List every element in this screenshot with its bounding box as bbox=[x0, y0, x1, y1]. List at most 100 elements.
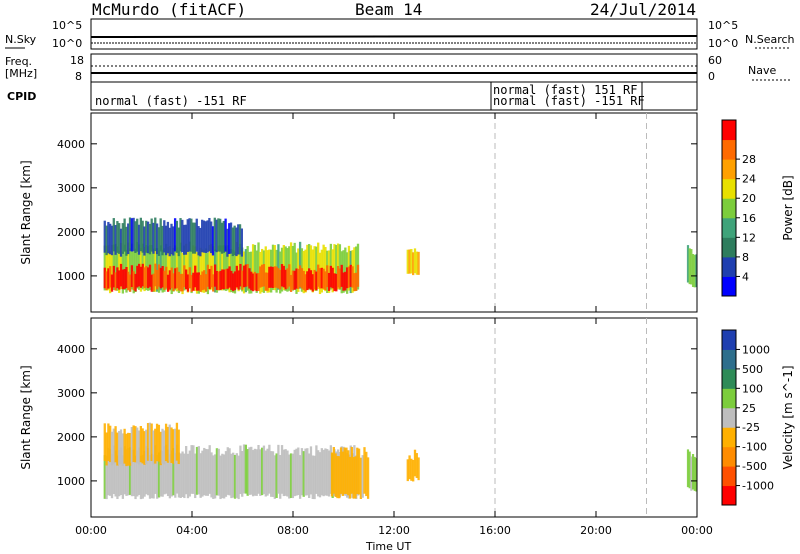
data-cell bbox=[210, 452, 213, 498]
data-cell bbox=[202, 220, 206, 253]
data-cell bbox=[338, 268, 342, 289]
data-cell bbox=[194, 265, 197, 288]
data-cell bbox=[114, 243, 117, 290]
data-cell bbox=[246, 449, 249, 496]
data-cell bbox=[309, 245, 313, 291]
data-cell bbox=[297, 447, 300, 496]
data-cell bbox=[103, 455, 106, 499]
data-cell bbox=[177, 452, 181, 498]
data-cell bbox=[172, 226, 175, 256]
y-tick-label: 4000 bbox=[57, 343, 85, 356]
data-cell bbox=[318, 452, 322, 498]
data-cell bbox=[139, 217, 142, 252]
data-cell bbox=[221, 245, 224, 291]
data-cell bbox=[326, 449, 329, 496]
data-cell bbox=[192, 222, 195, 254]
data-cell bbox=[183, 265, 186, 288]
data-cell bbox=[317, 450, 320, 497]
data-cell bbox=[311, 455, 314, 500]
data-cell bbox=[355, 246, 358, 291]
data-cell bbox=[177, 227, 180, 257]
data-cell bbox=[141, 263, 144, 287]
data-cell bbox=[250, 271, 253, 291]
data-cell bbox=[121, 433, 124, 466]
data-cell bbox=[121, 223, 124, 254]
data-cell bbox=[186, 249, 190, 293]
data-cell bbox=[112, 428, 115, 464]
data-cell bbox=[357, 448, 361, 495]
data-cell bbox=[257, 242, 260, 289]
data-cell bbox=[691, 454, 695, 490]
data-cell bbox=[270, 266, 273, 288]
data-cell bbox=[121, 455, 125, 499]
colorbar-tick-label: 25 bbox=[742, 402, 756, 415]
data-cell bbox=[197, 446, 200, 495]
data-cell bbox=[331, 267, 334, 289]
data-cell bbox=[128, 217, 132, 252]
data-cell bbox=[695, 458, 698, 492]
data-cell bbox=[345, 447, 348, 494]
data-cell bbox=[241, 450, 244, 497]
data-cell bbox=[157, 264, 161, 287]
data-cell bbox=[184, 224, 188, 255]
data-cell bbox=[119, 228, 123, 257]
data-cell bbox=[244, 264, 248, 287]
data-cell bbox=[170, 223, 173, 255]
data-cell bbox=[315, 271, 318, 291]
data-cell bbox=[114, 225, 117, 255]
data-cell bbox=[213, 264, 217, 287]
data-cell bbox=[152, 273, 155, 292]
colorbar-segment bbox=[722, 120, 736, 141]
data-cell bbox=[123, 268, 126, 289]
data-cell bbox=[253, 448, 257, 496]
data-cell bbox=[208, 244, 211, 291]
data-cell bbox=[154, 428, 157, 464]
data-cell bbox=[306, 244, 309, 291]
data-band bbox=[686, 245, 698, 288]
data-cell bbox=[103, 423, 106, 461]
y-axis-label: Slant Range [km] bbox=[19, 365, 33, 469]
cpid-panel-frame bbox=[90, 81, 698, 111]
data-cell bbox=[110, 431, 114, 466]
data-cell bbox=[166, 449, 170, 497]
data-cell bbox=[148, 455, 152, 499]
data-cell bbox=[166, 426, 170, 463]
data-cell bbox=[136, 265, 139, 288]
data-cell bbox=[185, 445, 188, 495]
data-cell bbox=[255, 273, 258, 292]
data-cell bbox=[695, 254, 698, 288]
data-cell bbox=[197, 272, 200, 291]
colorbar-frame bbox=[721, 329, 737, 506]
colorbar-segment bbox=[722, 368, 736, 389]
data-cell bbox=[188, 267, 191, 289]
data-cell bbox=[175, 220, 179, 253]
data-cell bbox=[210, 221, 213, 254]
data-cell bbox=[242, 444, 246, 494]
data-cell bbox=[297, 268, 300, 289]
data-cell bbox=[185, 243, 188, 290]
data-cell bbox=[332, 447, 335, 494]
colorbar-tick-label: 500 bbox=[742, 363, 763, 376]
data-cell bbox=[222, 220, 225, 253]
data-cell bbox=[201, 219, 204, 253]
data-cell bbox=[150, 244, 153, 291]
colorbar-tick-label: 24 bbox=[742, 173, 756, 186]
data-cell bbox=[147, 448, 150, 496]
data-cell bbox=[192, 245, 195, 291]
data-cell bbox=[132, 217, 135, 252]
data-cell bbox=[237, 247, 240, 292]
data-cell bbox=[136, 450, 139, 497]
data-cell bbox=[186, 274, 190, 292]
data-cell bbox=[413, 248, 417, 274]
data-cell bbox=[114, 450, 117, 497]
data-cell bbox=[110, 453, 114, 499]
data-cell bbox=[408, 455, 411, 480]
data-cell bbox=[235, 241, 238, 289]
data-cell bbox=[342, 272, 345, 291]
data-cell bbox=[114, 426, 117, 463]
data-cell bbox=[320, 267, 323, 289]
data-cell bbox=[179, 453, 182, 498]
data-cell bbox=[137, 263, 141, 287]
freq-tick-high: 18 bbox=[70, 54, 84, 67]
y-tick-label: 1000 bbox=[57, 270, 85, 283]
